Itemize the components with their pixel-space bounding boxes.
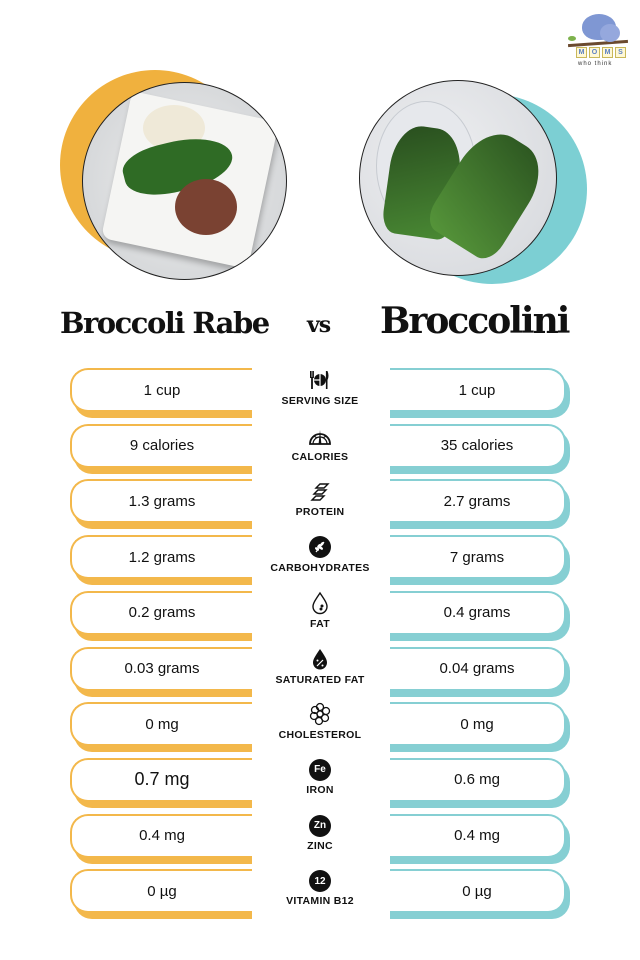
comparison-row-cholesterol: 0 mg CHOLESTEROL 0 mg [0,702,640,754]
left-value: 0.7 mg [134,769,190,790]
nutrient-label-group: CHOLESTEROL [262,702,378,754]
nutrient-label: ZINC [307,839,333,852]
nutrient-label-group: 12 VITAMIN B12 [262,869,378,921]
left-value: 0.03 grams [124,660,200,677]
logo-letter: S [615,47,626,58]
right-value: 0.6 mg [454,771,500,789]
comparison-row-saturated-fat: 0.03 grams SATURATED FAT 0.04 grams [0,646,640,699]
right-value: 1 cup [458,381,496,399]
zn-badge-icon: Zn [309,814,331,837]
nutrient-label: SERVING SIZE [281,395,359,407]
broccoli-rabe-photo [60,70,290,280]
comparison-row-serving-size: 1 cup SERVING SIZE 1 cup [0,368,640,418]
leaf-icon [568,36,576,41]
nutrient-label-group: SERVING SIZE [262,368,378,420]
comparison-row-fat: 0.2 grams FAT 0.4 grams [0,590,640,643]
logo-subtitle: who think [578,61,613,67]
logo-blocks: M O M S [576,47,626,58]
fe-badge-icon: Fe [309,758,331,781]
right-value-card: 0 µg [390,869,570,920]
comparison-row-iron: 0.7 mg Fe IRON 0.6 mg [0,757,640,810]
nutrient-label: FAT [310,617,330,630]
nutrient-label: SATURATED FAT [275,673,365,686]
right-title: Broccolini [380,300,570,342]
left-value: 0.4 mg [139,827,185,845]
left-value-card: 0.2 grams [70,590,252,641]
right-value: 0.4 grams [443,604,511,622]
nutrient-label-group: CALORIES [262,424,378,476]
comparison-row-carbohydrates: 1.2 grams CARBOHYDRATES 7 grams [0,535,640,587]
right-value-card: 0 mg [390,702,570,753]
nutrient-label: VITAMIN B12 [286,895,354,908]
drop-icon [308,591,332,615]
logo-letter: O [589,47,600,58]
right-value: 35 calories [440,437,514,455]
right-value-card: 35 calories [390,423,570,474]
left-value: 9 calories [129,437,195,455]
left-value-card: 0.7 mg [70,757,252,808]
left-value-card: 0.03 grams [70,646,252,697]
comparison-row-vitamin-b12: 0 µg 12 VITAMIN B12 0 µg [0,869,640,921]
dna-icon [308,479,332,503]
right-value: 0.4 mg [454,827,500,845]
right-value: 2.7 grams [443,492,511,510]
left-value-card: 1.2 grams [70,535,252,586]
nutrient-label: PROTEIN [295,506,345,519]
vs-label: vs [307,312,331,338]
left-title: Broccoli Rabe [60,306,270,340]
right-value: 0.04 grams [439,660,515,677]
nutrient-label: CARBOHYDRATES [270,562,370,575]
nutrient-label: IRON [306,783,334,796]
plate-image [82,82,287,280]
left-value: 1.2 grams [128,548,196,566]
nutrient-label: CHOLESTEROL [278,729,362,742]
logo-letter: M [602,47,613,58]
left-value: 0 mg [145,715,179,733]
right-value-card: 2.7 grams [390,479,570,530]
right-value-card: 0.4 mg [390,813,570,864]
nutrient-label-group: Fe IRON [262,758,378,810]
left-value-card: 0.4 mg [70,813,252,864]
left-value: 1 cup [143,381,181,399]
nutrient-label-group: SATURATED FAT [262,647,378,699]
logo-letter: M [576,47,587,58]
left-value: 1.3 grams [128,492,196,510]
percent-drop-icon [308,647,332,671]
right-value: 7 grams [449,548,505,566]
left-value-card: 1 cup [70,368,252,418]
molecule-icon [308,702,332,726]
nutrient-label: CALORIES [291,450,349,463]
moms-who-think-logo[interactable]: M O M S who think [564,14,630,72]
gauge-icon [308,424,332,448]
comparison-row-protein: 1.3 grams PROTEIN 2.7 grams [0,479,640,531]
left-value-card: 9 calories [70,423,252,474]
right-value: 0 µg [462,882,492,900]
left-value-card: 0 µg [70,869,252,920]
right-value: 0 mg [460,715,494,733]
nutrient-label-group: CARBOHYDRATES [262,535,378,587]
left-value-card: 1.3 grams [70,479,252,530]
right-value-card: 1 cup [390,368,570,418]
plate-image [359,80,557,276]
nutrient-label-group: Zn ZINC [262,814,378,866]
wheat-icon [308,535,332,559]
baby-bird-icon [600,24,620,42]
left-value: 0 µg [147,882,177,900]
nutrient-label-group: PROTEIN [262,479,378,531]
comparison-row-calories: 9 calories CALORIES 35 calories [0,423,640,476]
left-value: 0.2 grams [128,604,196,622]
right-value-card: 0.6 mg [390,757,570,808]
right-value-card: 0.4 grams [390,590,570,641]
left-value-card: 0 mg [70,702,252,753]
branch-icon [567,39,629,48]
nutrient-label-group: FAT [262,591,378,643]
right-value-card: 0.04 grams [390,646,570,697]
broccolini-photo [355,70,587,284]
plate-fork-knife-icon [308,368,332,392]
comparison-row-zinc: 0.4 mg Zn ZINC 0.4 mg [0,813,640,866]
b12-badge-icon: 12 [309,870,331,893]
right-value-card: 7 grams [390,535,570,586]
steak [175,179,237,235]
